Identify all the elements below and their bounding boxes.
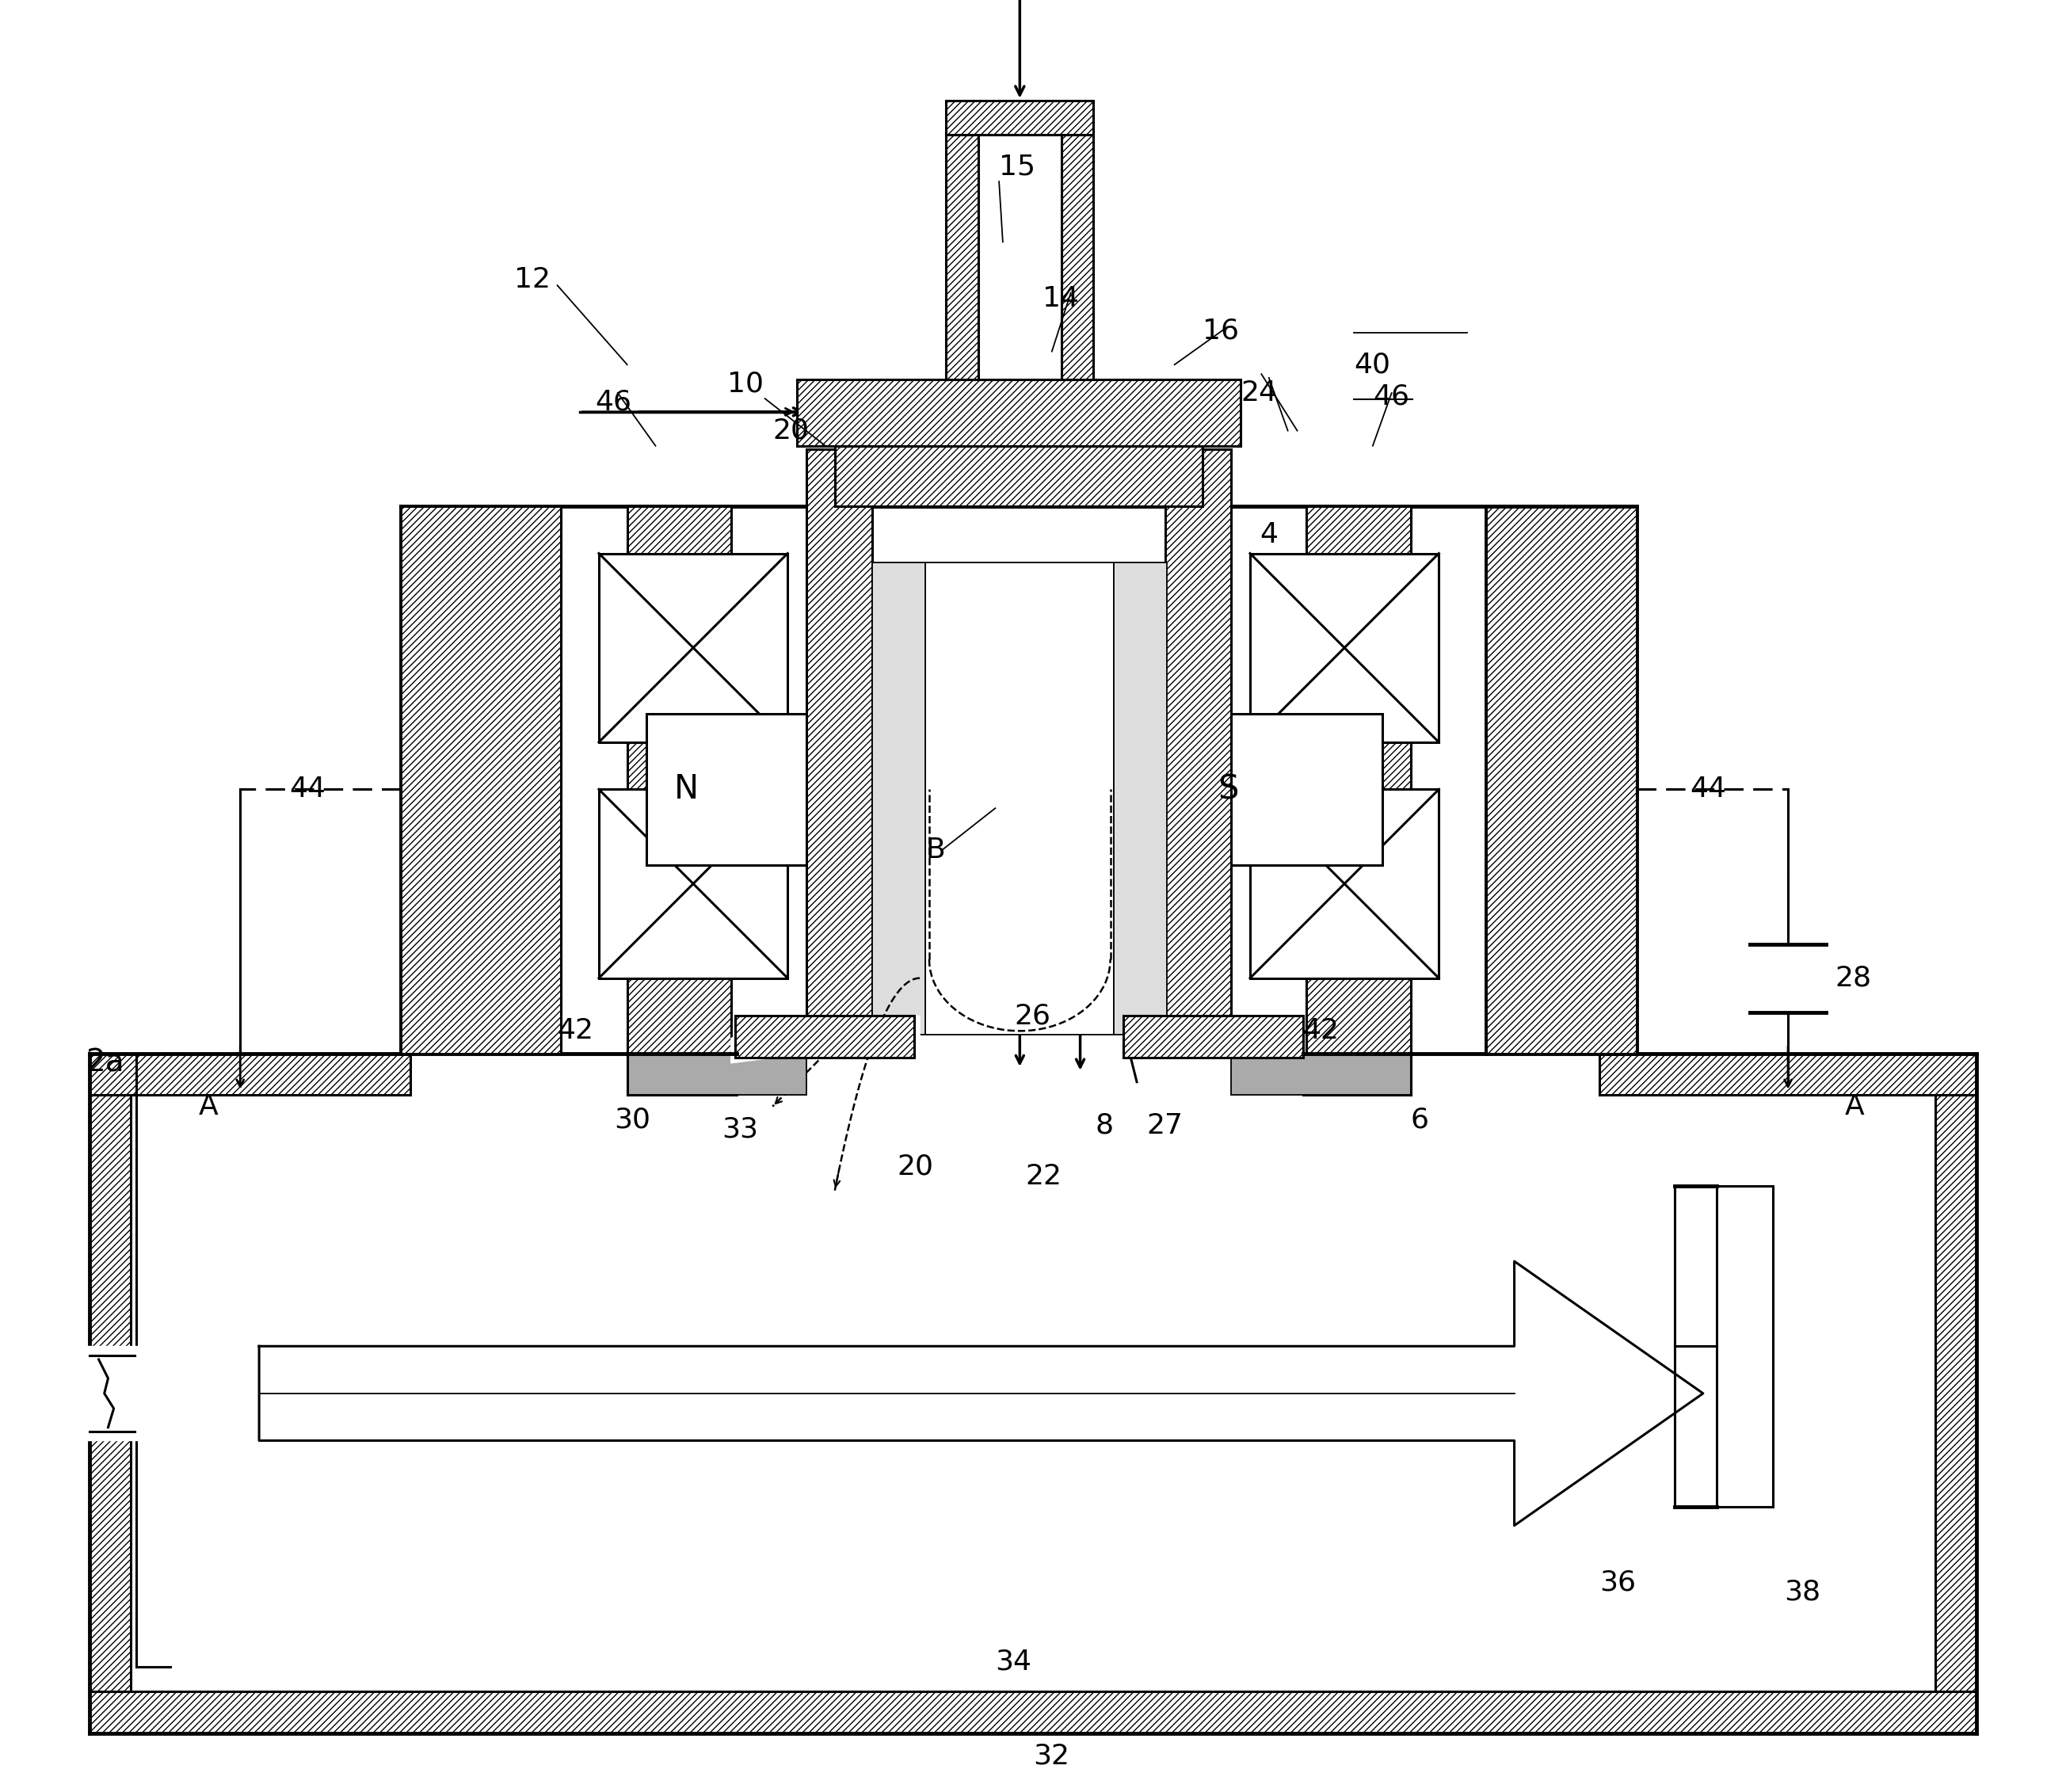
Text: 44: 44	[289, 776, 326, 803]
Polygon shape	[258, 1262, 1702, 1525]
Text: 46: 46	[1372, 383, 1409, 410]
Text: 22: 22	[1025, 1163, 1062, 1190]
FancyBboxPatch shape	[946, 100, 1093, 134]
Text: A: A	[1845, 1093, 1864, 1120]
Bar	[872, 563, 926, 1034]
Text: S: S	[1219, 772, 1240, 806]
Bar	[926, 563, 1114, 1034]
FancyBboxPatch shape	[1124, 1016, 1304, 1057]
Text: 33: 33	[721, 1116, 758, 1143]
Text: 38: 38	[1785, 1579, 1820, 1606]
FancyBboxPatch shape	[89, 1054, 411, 1095]
Text: 42: 42	[1304, 1018, 1339, 1045]
FancyBboxPatch shape	[89, 1692, 1977, 1733]
FancyBboxPatch shape	[1062, 134, 1093, 380]
Text: 20: 20	[897, 1154, 934, 1181]
Bar	[1717, 1186, 1773, 1507]
Text: 32: 32	[1033, 1742, 1070, 1769]
Text: 34: 34	[996, 1649, 1031, 1676]
FancyBboxPatch shape	[946, 134, 979, 380]
Polygon shape	[85, 1346, 138, 1441]
Bar	[1250, 554, 1438, 742]
Bar	[979, 134, 1062, 380]
Text: 42: 42	[558, 1018, 593, 1045]
Text: B: B	[926, 837, 944, 864]
Text: 6: 6	[1411, 1106, 1430, 1133]
Bar	[599, 554, 787, 742]
Bar	[647, 713, 845, 866]
Bar	[1114, 563, 1167, 1034]
Text: 12: 12	[514, 267, 550, 294]
FancyBboxPatch shape	[89, 1095, 130, 1692]
FancyBboxPatch shape	[735, 1016, 913, 1057]
Text: 44: 44	[1690, 776, 1727, 803]
Bar	[628, 1054, 806, 1095]
Bar	[1184, 713, 1382, 866]
Text: 30: 30	[614, 1106, 651, 1133]
Text: 8: 8	[1095, 1111, 1114, 1140]
Text: 40: 40	[1353, 351, 1390, 378]
Text: A: A	[198, 1093, 219, 1120]
FancyBboxPatch shape	[835, 446, 1202, 505]
FancyBboxPatch shape	[1165, 450, 1231, 1054]
FancyBboxPatch shape	[1599, 1054, 1977, 1095]
Text: 16: 16	[1202, 317, 1240, 344]
Text: 15: 15	[1000, 152, 1035, 179]
Text: 28: 28	[1835, 964, 1872, 991]
Polygon shape	[731, 1016, 919, 1063]
Text: 4: 4	[1260, 521, 1277, 548]
Bar	[1250, 788, 1438, 978]
FancyBboxPatch shape	[628, 505, 731, 1054]
FancyBboxPatch shape	[806, 450, 872, 1054]
Text: 2a: 2a	[85, 1048, 124, 1079]
Text: 26: 26	[1014, 1002, 1052, 1029]
Text: 27: 27	[1147, 1111, 1182, 1140]
Bar	[1231, 1054, 1411, 1095]
Text: 10: 10	[727, 369, 764, 398]
FancyBboxPatch shape	[401, 505, 562, 1054]
Text: 14: 14	[1043, 285, 1078, 312]
Text: N: N	[674, 772, 698, 806]
Bar	[599, 788, 787, 978]
FancyBboxPatch shape	[797, 380, 1240, 446]
Text: 46: 46	[595, 389, 632, 416]
Text: 36: 36	[1599, 1568, 1636, 1595]
FancyBboxPatch shape	[1306, 505, 1411, 1054]
Text: 24: 24	[1240, 380, 1277, 407]
Text: 20: 20	[773, 418, 810, 444]
FancyBboxPatch shape	[1936, 1095, 1977, 1692]
FancyBboxPatch shape	[1485, 505, 1636, 1054]
